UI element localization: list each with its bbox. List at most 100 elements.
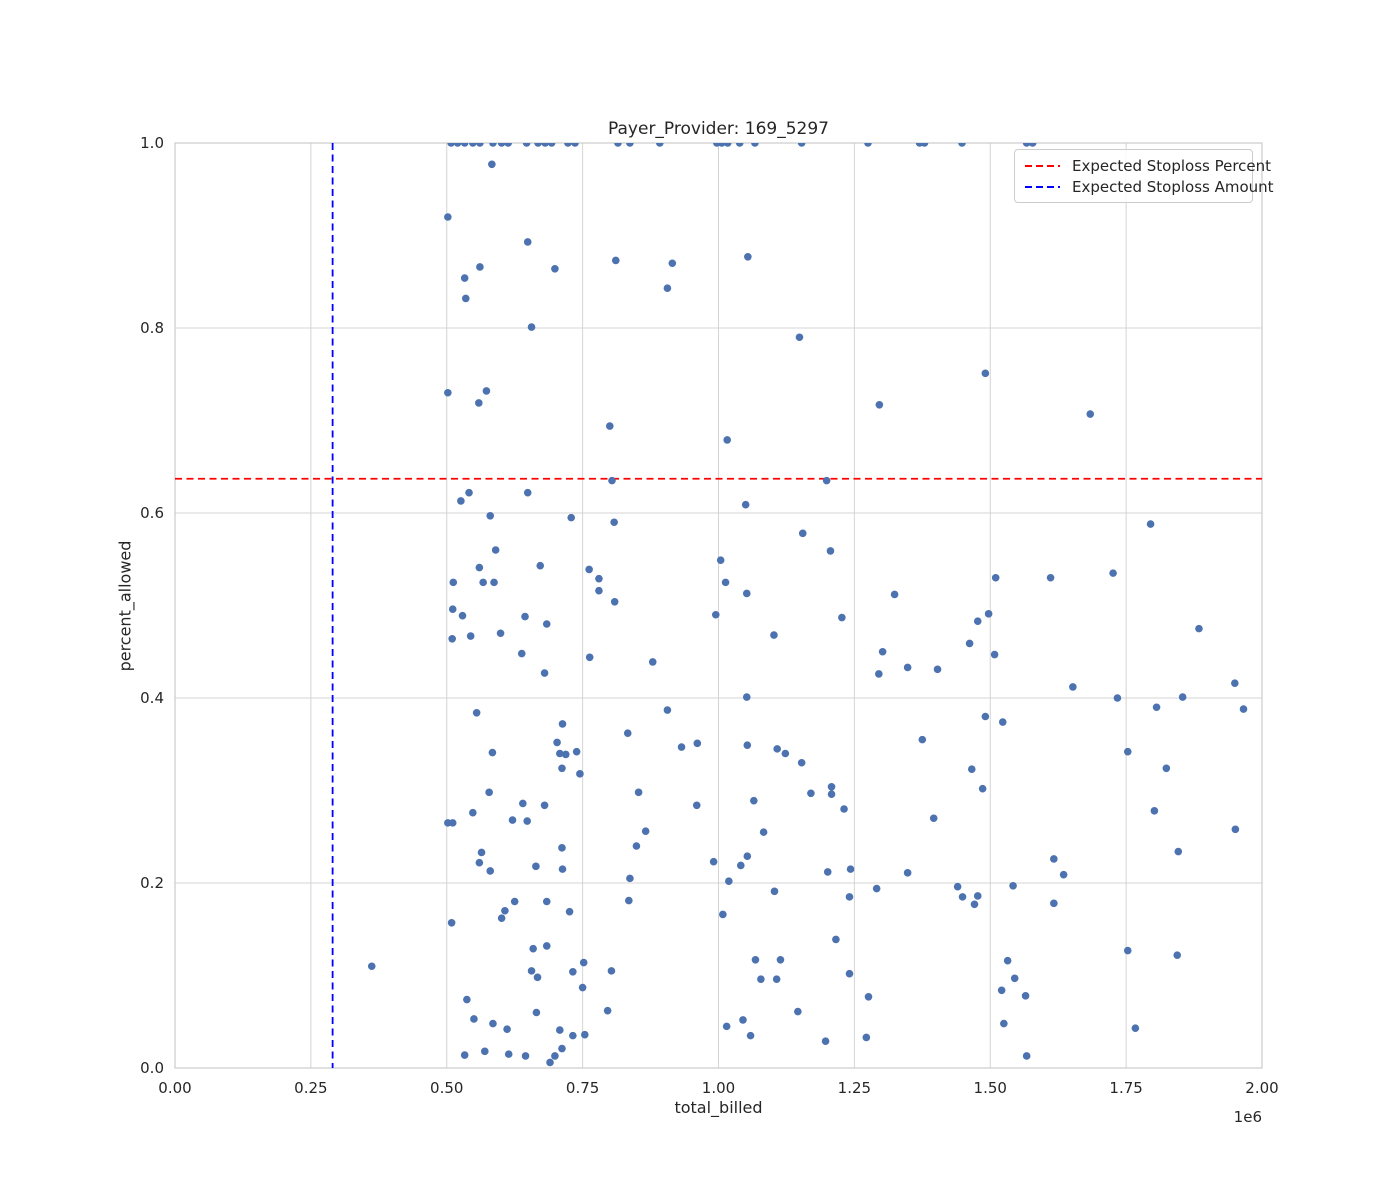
scatter-point — [1173, 951, 1182, 959]
scatter-point — [933, 665, 942, 674]
scatter-point — [663, 706, 672, 714]
scatter-point — [529, 944, 537, 953]
scatter-point — [903, 663, 912, 672]
scatter-point — [542, 897, 551, 906]
scatter-point — [625, 896, 633, 905]
scatter-point — [489, 1019, 497, 1028]
scatter-point — [990, 650, 999, 659]
scatter-point — [472, 709, 481, 717]
scatter-point — [626, 874, 634, 883]
scatter-point — [721, 578, 730, 587]
scatter-point — [741, 500, 750, 509]
scatter-point — [717, 143, 726, 147]
scatter-point — [510, 897, 519, 906]
scatter-point — [519, 799, 527, 808]
x-tick-label: 1.50 — [974, 1079, 1007, 1097]
scatter-point — [610, 518, 618, 527]
legend-label: Expected Stoploss Amount — [1072, 177, 1274, 196]
scatter-point — [965, 639, 974, 648]
scatter-point — [1003, 956, 1012, 965]
scatter-point — [475, 563, 484, 572]
scatter-point — [572, 747, 581, 756]
scatter-point — [504, 1050, 513, 1058]
scatter-point — [551, 1052, 559, 1060]
y-tick-label: 0.4 — [140, 689, 164, 707]
scatter-point — [772, 975, 781, 983]
scatter-point — [648, 658, 657, 666]
y-tick-label: 0.2 — [140, 874, 164, 892]
scatter-point — [475, 399, 483, 407]
scatter-point — [608, 476, 616, 485]
scatter-point — [555, 749, 564, 758]
scatter-point — [864, 992, 873, 1001]
x-axis-label: total_billed — [674, 1098, 763, 1117]
scatter-point — [444, 213, 452, 221]
scatter-point — [770, 631, 778, 639]
scatter-point — [569, 968, 577, 976]
scatter-point — [501, 906, 509, 915]
scatter-point — [496, 629, 505, 638]
scatter-point — [497, 914, 506, 922]
scatter-point — [504, 143, 512, 147]
scatter-point — [595, 586, 603, 595]
scatter-point — [807, 789, 815, 798]
scatter-point — [1086, 410, 1095, 418]
scatter-point — [827, 783, 836, 791]
scatter-point — [743, 741, 752, 749]
scatter-point — [743, 852, 752, 860]
scatter-point — [610, 598, 619, 606]
scatter-point — [918, 735, 927, 744]
scatter-point — [1131, 1024, 1140, 1033]
scatter-point — [461, 294, 470, 303]
scatter-point — [470, 1015, 478, 1023]
scatter-point — [822, 476, 831, 485]
scatter-point — [875, 670, 883, 678]
scatter-point — [1009, 881, 1017, 890]
x-tick-label: 1.00 — [702, 1079, 735, 1097]
scatter-point — [744, 252, 752, 261]
scatter-point — [444, 388, 452, 397]
x-tick-label: 1.75 — [1109, 1079, 1142, 1097]
scatter-point — [677, 743, 686, 751]
scatter-point — [449, 578, 458, 587]
scatter-point — [632, 842, 641, 850]
scatter-point — [367, 962, 376, 971]
scatter-point — [1231, 825, 1240, 834]
scatter-point — [523, 817, 531, 825]
scatter-point — [929, 814, 938, 823]
scatter-point — [840, 805, 848, 813]
scatter-point — [864, 143, 872, 147]
scatter-point — [532, 862, 540, 871]
scatter-point — [821, 1037, 830, 1045]
scatter-point — [534, 143, 542, 147]
scatter-point — [1069, 683, 1077, 691]
scatter-point — [823, 868, 832, 876]
x-tick-label: 0.00 — [158, 1079, 191, 1097]
scatter-point — [1046, 573, 1055, 582]
scatter-point — [448, 819, 457, 827]
scatter-point — [827, 790, 836, 798]
legend-label: Expected Stoploss Percent — [1072, 156, 1272, 175]
scatter-point — [826, 547, 835, 555]
scatter-point — [521, 612, 529, 621]
scatter-point — [469, 143, 477, 147]
scatter-point — [1059, 870, 1068, 879]
scatter-point — [485, 788, 493, 797]
scatter-point — [920, 143, 929, 147]
scatter-point — [746, 1031, 755, 1040]
scatter-point — [776, 955, 785, 964]
scatter-point — [967, 765, 976, 774]
scatter-point — [845, 893, 854, 901]
scatter-point — [890, 590, 899, 599]
legend: Expected Stoploss Percent Expected Stopl… — [1014, 149, 1274, 203]
scatter-point — [476, 263, 484, 271]
scatter-point — [460, 143, 469, 147]
scatter-point — [469, 808, 477, 817]
scatter-point — [523, 488, 532, 497]
scatter-point — [614, 143, 622, 147]
scatter-point — [517, 649, 526, 658]
scatter-point — [722, 1022, 731, 1031]
scatter-point — [479, 578, 487, 587]
scatter-point — [547, 143, 556, 147]
